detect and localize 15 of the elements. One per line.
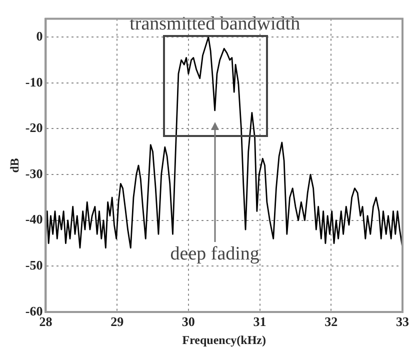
x-tick-label: 30 [182,314,195,330]
x-tick-label: 31 [253,314,266,330]
y-tick-label: -40 [25,212,43,227]
annotation: transmitted bandwidth [130,13,301,34]
y-tick-label: -10 [25,74,43,90]
x-axis-title: Frequency(kHz) [182,332,266,347]
y-axis-title: dB [7,158,22,173]
x-tick-label: 32 [324,314,338,330]
x-tick-label: 29 [110,314,124,330]
y-tick-label: 0 [36,28,43,44]
y-tick-label: -50 [25,258,43,273]
y-tick-label: -30 [25,166,43,181]
x-tick-label: 33 [396,314,410,330]
annotation: deep fading [170,243,260,264]
y-tick-label: -20 [25,120,43,136]
